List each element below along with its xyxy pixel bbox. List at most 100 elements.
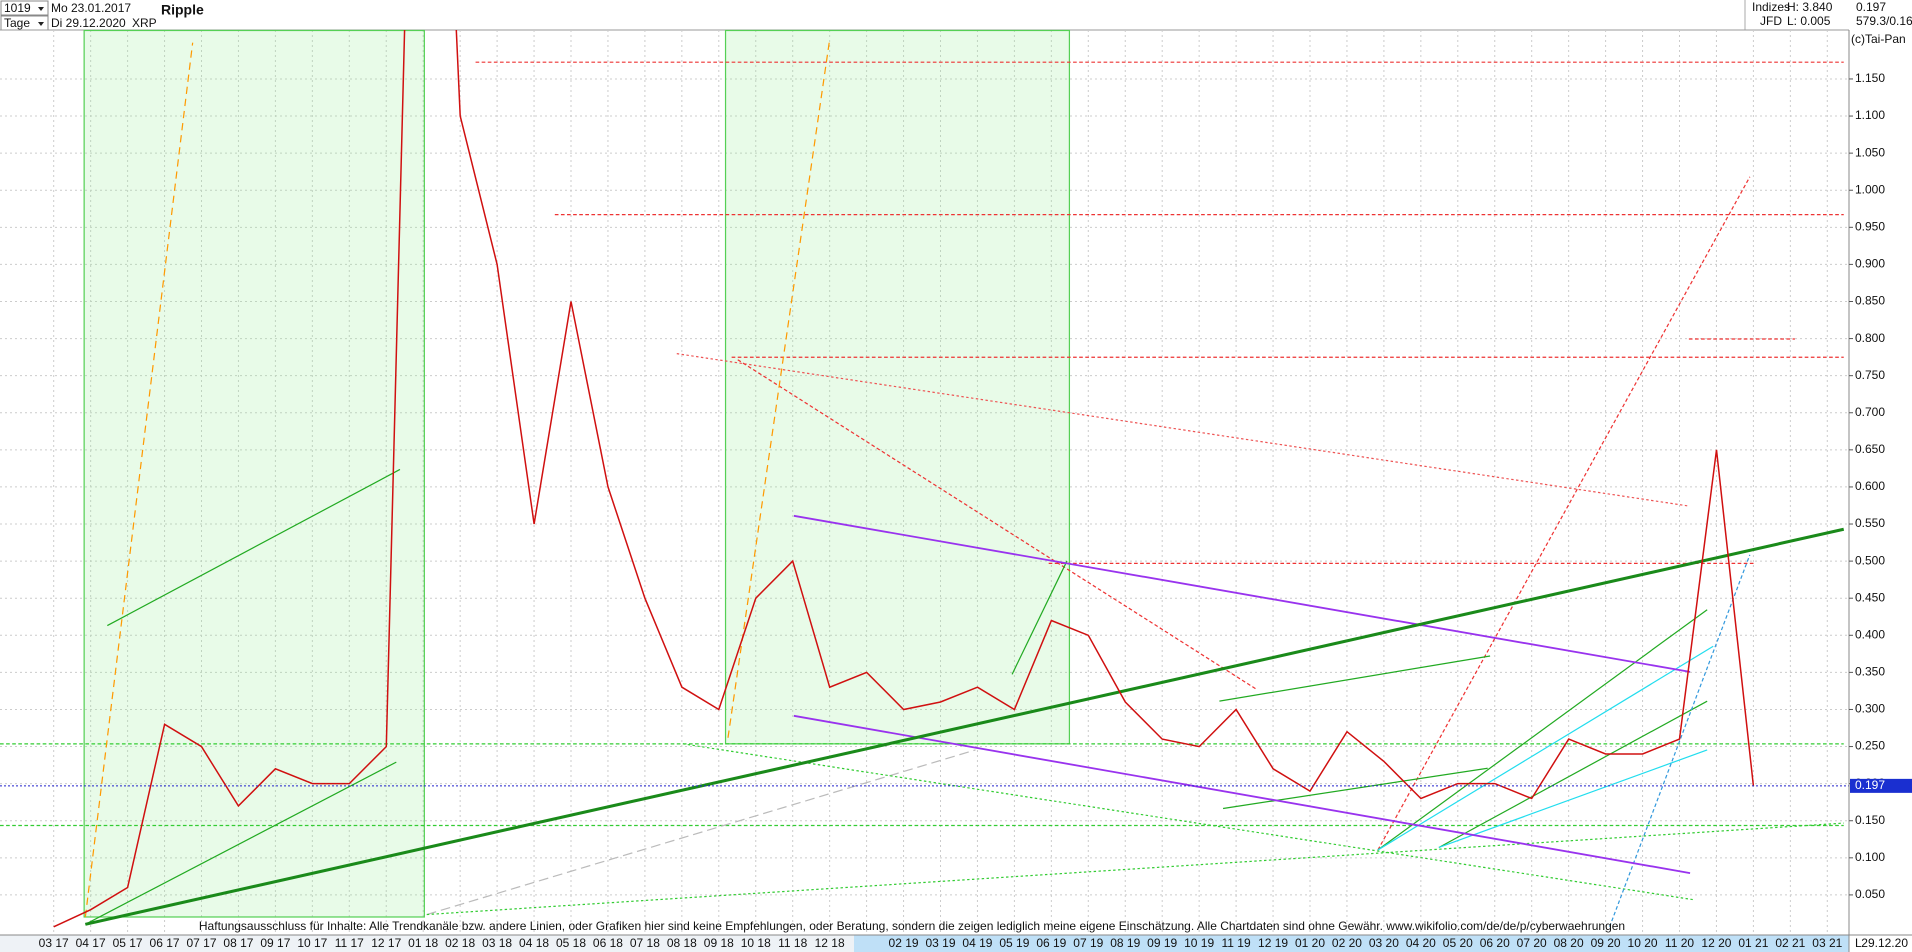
channel-line [1377, 609, 1708, 851]
volume-info: 579.3/0.16 [1856, 14, 1912, 28]
x-tick-label: 01 18 [408, 936, 438, 950]
zone [83, 29, 425, 918]
zone [724, 29, 1071, 745]
y-tick-label: 1.000 [1855, 182, 1885, 196]
x-tick-label: 11 20 [1665, 936, 1694, 950]
x-tick-label: 09 19 [1147, 936, 1177, 950]
chart-id: 1019 [4, 1, 31, 15]
header: 1019 Mo 23.01.2017 Tage Di 29.12.2020 XR… [0, 0, 1912, 46]
trend-line [426, 749, 976, 916]
scale-mode: L [1855, 936, 1862, 950]
x-tick-label: 04 20 [1406, 936, 1436, 950]
y-tick-label: 1.100 [1855, 108, 1885, 122]
group: Indizes [1752, 0, 1790, 14]
x-tick-label: 03 17 [39, 936, 69, 950]
last-price: 0.197 [1856, 0, 1886, 14]
fan-line [84, 42, 194, 918]
end-date-label: 29.12.20 [1861, 936, 1908, 950]
id-box[interactable] [0, 0, 49, 16]
x-tick-label: 07 17 [186, 936, 216, 950]
x-tick-label: 09 17 [260, 936, 290, 950]
low: L: 0.005 [1787, 14, 1831, 28]
y-tick-label: 0.450 [1855, 590, 1885, 604]
channel-line [1011, 560, 1068, 675]
x-tick-label: 06 20 [1480, 936, 1510, 950]
x-tick-label: 08 17 [223, 936, 253, 950]
y-tick-label: 0.150 [1855, 813, 1885, 827]
disclaimer: Haftungsausschluss für Inhalte: Alle Tre… [199, 919, 1625, 933]
x-tick-label: 10 18 [741, 936, 771, 950]
start-date: Mo 23.01.2017 [51, 1, 131, 15]
x-tick-label: 06 18 [593, 936, 623, 950]
period: Tage [4, 16, 30, 30]
x-tick-label: 04 17 [76, 936, 106, 950]
x-tick-label: 12 18 [815, 936, 845, 950]
y-tick-label: 0.900 [1855, 257, 1885, 271]
y-tick-label: 0.050 [1855, 887, 1885, 901]
dropdown-arrow [38, 7, 44, 11]
x-tick-label: 01 20 [1295, 936, 1325, 950]
last-price-label: 0.197 [1855, 778, 1885, 792]
x-tick-label: 03 21 [1812, 936, 1842, 950]
y-tick-label: 0.250 [1855, 739, 1885, 753]
trend-line [737, 359, 1257, 690]
x-tick-label: 07 19 [1073, 936, 1103, 950]
channel-line [1438, 749, 1708, 849]
trend-line [1377, 176, 1751, 851]
price-line [53, 30, 1755, 928]
grid [0, 30, 1849, 935]
annotations [0, 29, 1845, 927]
symbol: XRP [132, 16, 157, 30]
y-tick-label: 0.750 [1855, 368, 1885, 382]
x-tick-label: 03 20 [1369, 936, 1399, 950]
x-tick-label: 12 19 [1258, 936, 1288, 950]
x-tick-label: 05 20 [1443, 936, 1473, 950]
x-tick-label: 11 17 [335, 936, 364, 950]
dropdown-arrow [38, 22, 44, 26]
y-tick-label: 0.350 [1855, 665, 1885, 679]
channel-line [1377, 645, 1714, 851]
axis: 0.0500.1000.1500.2000.2500.3000.3500.400… [39, 71, 1912, 950]
source: JFD [1760, 14, 1782, 28]
x-tick-label: 05 18 [556, 936, 586, 950]
channel-line [793, 514, 1691, 673]
end-date: Di 29.12.2020 [51, 16, 126, 30]
x-tick-label: 08 19 [1110, 936, 1140, 950]
channel-line [1219, 655, 1491, 702]
y-tick-label: 0.550 [1855, 516, 1885, 530]
x-tick-label: 05 17 [113, 936, 143, 950]
x-tick-label: 09 20 [1591, 936, 1621, 950]
x-tick-label: 11 19 [1222, 936, 1251, 950]
x-tick-label: 08 18 [667, 936, 697, 950]
y-tick-label: 0.950 [1855, 219, 1885, 233]
x-tick-label: 12 20 [1701, 936, 1731, 950]
x-tick-label: 06 17 [150, 936, 180, 950]
high: H: 3.840 [1787, 0, 1833, 14]
x-tick-label: 12 17 [371, 936, 401, 950]
x-tick-label: 05 19 [999, 936, 1029, 950]
trend-line [1609, 554, 1751, 927]
channel-line [1438, 700, 1708, 849]
x-tick-label: 02 18 [445, 936, 475, 950]
x-tick-label: 07 20 [1517, 936, 1547, 950]
x-tick-label: 01 21 [1738, 936, 1768, 950]
y-tick-label: 0.850 [1855, 294, 1885, 308]
x-tick-label: 06 19 [1036, 936, 1066, 950]
channel-line [107, 468, 401, 627]
x-tick-label: 09 18 [704, 936, 734, 950]
x-tick-label: 11 18 [778, 936, 807, 950]
y-tick-label: 0.400 [1855, 627, 1885, 641]
x-tick-label: 04 19 [962, 936, 992, 950]
y-tick-label: 1.050 [1855, 145, 1885, 159]
x-tick-label: 07 18 [630, 936, 660, 950]
last-price-box [1850, 778, 1912, 793]
y-tick-label: 1.150 [1855, 71, 1885, 85]
main-trend-line [85, 527, 1845, 926]
x-tick-label: 10 19 [1184, 936, 1214, 950]
instrument-name: Ripple [161, 2, 204, 18]
time-selection [854, 935, 1849, 952]
x-tick-label: 04 18 [519, 936, 549, 950]
y-tick-label: 0.600 [1855, 479, 1885, 493]
copyright: (c)Tai-Pan [1851, 32, 1906, 46]
